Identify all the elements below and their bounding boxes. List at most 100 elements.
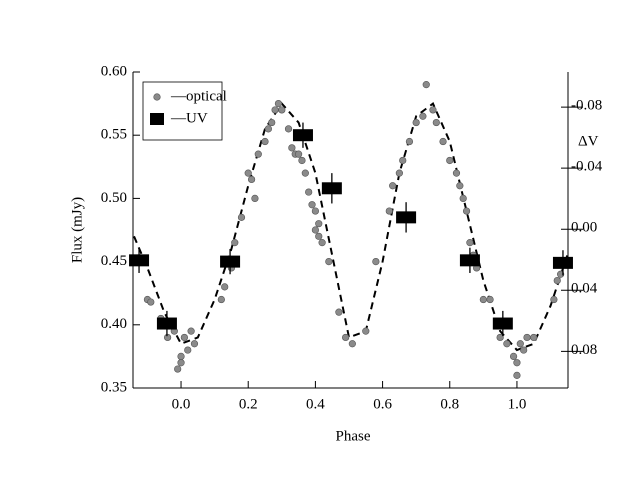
optical-point [184, 346, 192, 354]
optical-point [486, 295, 494, 304]
optical-point [231, 239, 239, 247]
x-axis-title: Phase [336, 428, 371, 444]
optical-point [466, 239, 474, 247]
optical-point [509, 352, 518, 361]
optical-point [429, 106, 437, 114]
optical-point [247, 175, 256, 184]
optical-point [244, 169, 252, 177]
optical-point [284, 125, 293, 133]
y2-tick-label: 0.08 [571, 342, 597, 358]
optical-point [550, 295, 558, 304]
uv-point [459, 254, 480, 267]
optical-point [520, 346, 528, 354]
legend-label: —optical [170, 88, 227, 104]
legend-box [142, 81, 223, 141]
optical-point [439, 137, 447, 146]
optical-point [298, 156, 306, 165]
optical-point [311, 226, 319, 234]
optical-point [308, 201, 316, 209]
optical-point [318, 239, 326, 247]
optical-point [389, 182, 397, 190]
optical-point [301, 169, 309, 177]
optical-point [553, 276, 561, 285]
uv-point [552, 256, 573, 269]
uv-point [492, 317, 513, 330]
optical-point [237, 213, 246, 221]
optical-point [315, 232, 323, 240]
y2-tick-label: -0.08 [571, 98, 602, 114]
uv-point [292, 129, 313, 142]
optical-point [372, 258, 380, 266]
optical-point [385, 207, 393, 215]
uv-point [321, 182, 342, 195]
optical-point [274, 99, 283, 108]
optical-point [335, 308, 343, 316]
optical-point [503, 340, 511, 348]
x-tick-label: 0.4 [306, 396, 325, 412]
y2-tick-label: 0.04 [571, 281, 598, 297]
optical-point [217, 295, 225, 304]
optical-point [180, 333, 188, 342]
optical-point [422, 81, 430, 89]
legend-marker [153, 93, 161, 101]
optical-point [348, 340, 356, 348]
y2-axis-title: ΔV [578, 133, 599, 149]
optical-point [446, 156, 454, 165]
optical-point [399, 156, 407, 165]
optical-point [496, 333, 504, 342]
optical-point [187, 327, 195, 335]
optical-point [295, 150, 303, 158]
y2-tick-label: 0.00 [571, 220, 597, 236]
optical-point [342, 333, 350, 342]
optical-point [177, 352, 185, 361]
x-tick-label: 1.0 [508, 396, 527, 412]
uv-point [156, 317, 177, 330]
optical-point [305, 188, 313, 196]
optical-point [163, 333, 172, 342]
optical-point [261, 137, 269, 146]
x-tick-label: 0.2 [239, 396, 258, 412]
optical-point [516, 340, 524, 348]
optical-point [395, 169, 403, 177]
y-tick-label: 0.35 [101, 379, 127, 395]
optical-point [221, 283, 229, 291]
model-curve [133, 101, 569, 352]
optical-point [147, 298, 155, 306]
optical-point [405, 137, 414, 146]
optical-point [315, 220, 323, 228]
optical-point [557, 270, 565, 278]
y-tick-label: 0.45 [101, 253, 127, 269]
optical-point [456, 182, 464, 190]
legend-marker [150, 113, 164, 125]
y-tick-label: 0.40 [101, 316, 127, 332]
optical-point [459, 194, 467, 202]
y2-tick-label: -0.04 [571, 159, 603, 175]
optical-point [268, 118, 276, 127]
optical-point [419, 112, 427, 120]
y-axis-title: Flux (mJy) [69, 197, 85, 263]
legend-label: —UV [170, 110, 208, 126]
optical-point [530, 333, 538, 342]
uv-point [220, 255, 241, 268]
y-tick-label: 0.55 [101, 127, 127, 143]
y-tick-label: 0.50 [101, 190, 127, 206]
optical-point [432, 118, 440, 127]
optical-point [278, 106, 286, 114]
optical-point [190, 340, 199, 348]
uv-point [396, 211, 417, 224]
optical-point [513, 359, 521, 367]
optical-point [523, 333, 531, 342]
x-tick-label: 0.8 [440, 396, 459, 412]
x-tick-label: 0.6 [373, 396, 392, 412]
optical-point [254, 150, 262, 158]
optical-point [264, 125, 272, 133]
optical-point [325, 258, 333, 266]
optical-point [452, 169, 461, 177]
optical-point [271, 106, 279, 114]
optical-point [362, 327, 370, 335]
optical-point [251, 194, 259, 202]
optical-point [412, 118, 420, 127]
optical-point [479, 295, 487, 304]
optical-point [288, 144, 296, 152]
